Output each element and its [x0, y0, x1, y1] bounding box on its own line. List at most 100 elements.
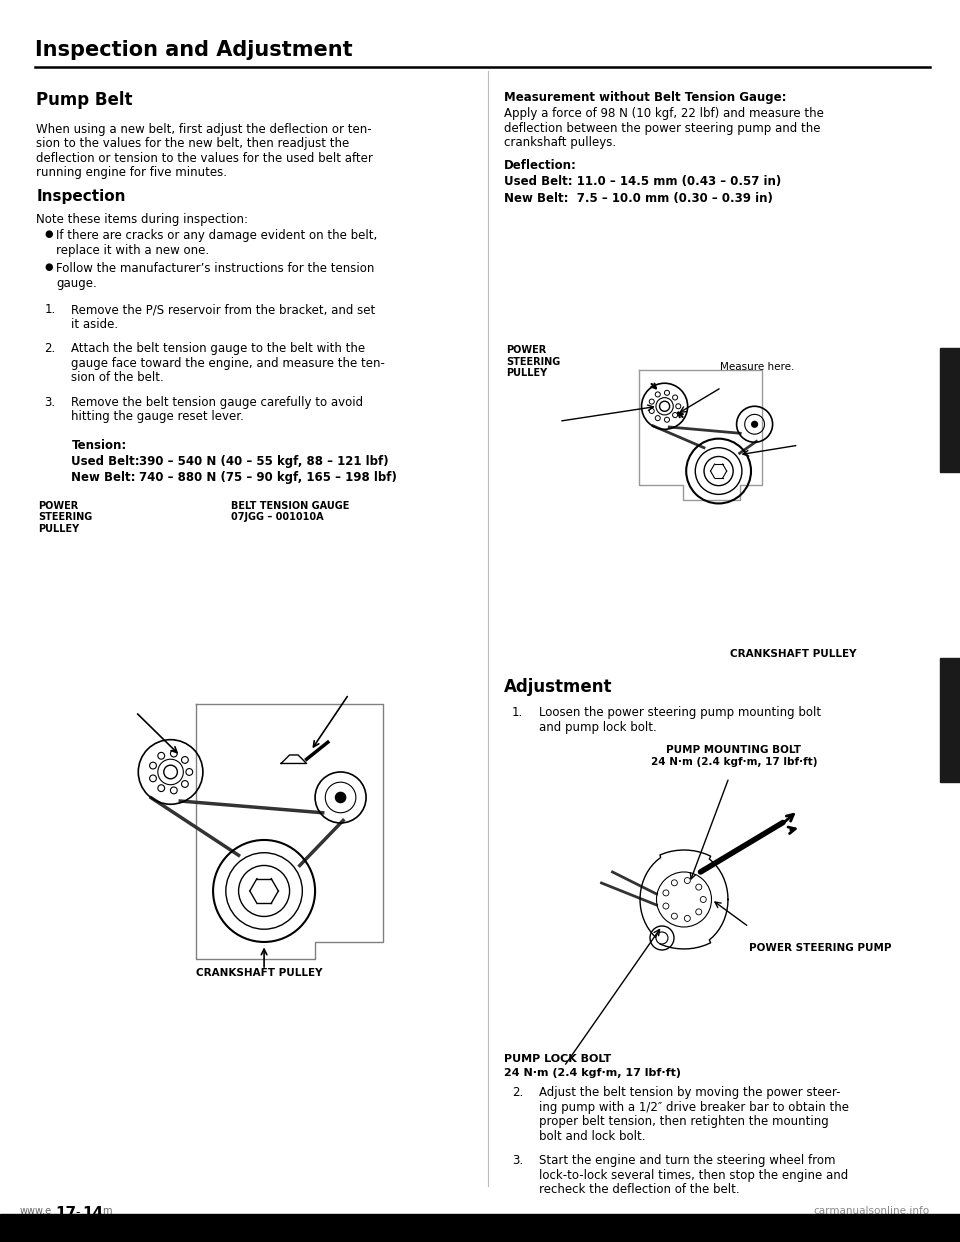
Circle shape: [671, 879, 678, 886]
Text: 2.: 2.: [44, 342, 56, 355]
Text: 17: 17: [55, 1206, 76, 1221]
Text: 390 – 540 N (40 – 55 kgf, 88 – 121 lbf): 390 – 540 N (40 – 55 kgf, 88 – 121 lbf): [139, 455, 389, 468]
Text: m: m: [102, 1206, 111, 1216]
Text: Adjustment: Adjustment: [504, 678, 612, 697]
Text: proper belt tension, then retighten the mounting: proper belt tension, then retighten the …: [539, 1115, 828, 1129]
Circle shape: [157, 785, 164, 791]
Text: running engine for five minutes.: running engine for five minutes.: [36, 166, 228, 179]
Text: Remove the belt tension gauge carefully to avoid: Remove the belt tension gauge carefully …: [71, 396, 364, 409]
Circle shape: [150, 775, 156, 781]
Circle shape: [649, 409, 655, 414]
Text: Attach the belt tension gauge to the belt with the: Attach the belt tension gauge to the bel…: [71, 342, 366, 355]
Circle shape: [673, 395, 678, 400]
Text: ●: ●: [44, 230, 53, 240]
Circle shape: [664, 390, 669, 395]
Text: 3.: 3.: [512, 1155, 523, 1167]
Text: 24 N·m (2.4 kgf·m, 17 lbf·ft): 24 N·m (2.4 kgf·m, 17 lbf·ft): [504, 1068, 681, 1078]
Text: recheck the deflection of the belt.: recheck the deflection of the belt.: [539, 1184, 739, 1196]
Text: 1.: 1.: [512, 707, 523, 719]
Text: CRANKSHAFT PULLEY: CRANKSHAFT PULLEY: [196, 968, 323, 977]
Text: Measurement without Belt Tension Gauge:: Measurement without Belt Tension Gauge:: [504, 91, 786, 103]
Text: POWER
STEERING
PULLEY: POWER STEERING PULLEY: [38, 501, 93, 534]
Text: 3.: 3.: [44, 396, 56, 409]
Circle shape: [684, 878, 690, 883]
Text: New Belt:  7.5 – 10.0 mm (0.30 – 0.39 in): New Belt: 7.5 – 10.0 mm (0.30 – 0.39 in): [504, 191, 773, 205]
Circle shape: [684, 915, 690, 922]
Circle shape: [171, 787, 178, 794]
Circle shape: [696, 909, 702, 915]
Text: PUMP LOCK BOLT: PUMP LOCK BOLT: [504, 1054, 612, 1064]
Text: lock-to-lock several times, then stop the engine and: lock-to-lock several times, then stop th…: [539, 1169, 849, 1182]
Text: carmanualsonline.info: carmanualsonline.info: [814, 1206, 930, 1216]
Text: Tension:: Tension:: [71, 438, 127, 452]
Text: it aside.: it aside.: [71, 318, 119, 330]
Circle shape: [181, 780, 188, 787]
Text: bolt and lock bolt.: bolt and lock bolt.: [539, 1130, 645, 1143]
Circle shape: [673, 412, 678, 417]
Text: crankshaft pulleys.: crankshaft pulleys.: [504, 137, 616, 149]
Text: hitting the gauge reset lever.: hitting the gauge reset lever.: [71, 410, 245, 424]
Text: Measure here.: Measure here.: [719, 363, 794, 373]
Circle shape: [181, 756, 188, 764]
Circle shape: [664, 417, 669, 422]
Circle shape: [656, 416, 660, 421]
Text: POWER STEERING PUMP: POWER STEERING PUMP: [749, 944, 892, 954]
Circle shape: [671, 913, 678, 919]
Text: New Belt:: New Belt:: [71, 471, 136, 483]
Circle shape: [157, 753, 164, 759]
Text: 740 – 880 N (75 – 90 kgf, 165 – 198 lbf): 740 – 880 N (75 – 90 kgf, 165 – 198 lbf): [139, 471, 397, 483]
Circle shape: [150, 763, 156, 769]
Circle shape: [660, 401, 670, 411]
Text: replace it with a new one.: replace it with a new one.: [57, 243, 209, 257]
Text: CRANKSHAFT PULLEY: CRANKSHAFT PULLEY: [731, 650, 857, 660]
Text: Deflection:: Deflection:: [504, 159, 577, 171]
Circle shape: [656, 392, 660, 397]
Text: When using a new belt, first adjust the deflection or ten-: When using a new belt, first adjust the …: [36, 123, 372, 135]
Bar: [0, 1213, 960, 1242]
Text: Follow the manufacturer’s instructions for the tension: Follow the manufacturer’s instructions f…: [57, 262, 374, 276]
Text: Used Belt: 11.0 – 14.5 mm (0.43 – 0.57 in): Used Belt: 11.0 – 14.5 mm (0.43 – 0.57 i…: [504, 175, 781, 189]
Text: deflection between the power steering pump and the: deflection between the power steering pu…: [504, 122, 821, 134]
Circle shape: [335, 792, 346, 802]
Circle shape: [663, 903, 669, 909]
Text: Inspection and Adjustment: Inspection and Adjustment: [35, 40, 352, 60]
Text: Remove the P/S reservoir from the bracket, and set: Remove the P/S reservoir from the bracke…: [71, 303, 375, 317]
Text: and pump lock bolt.: and pump lock bolt.: [539, 720, 657, 734]
Text: gauge.: gauge.: [57, 277, 97, 289]
Circle shape: [171, 750, 178, 756]
Circle shape: [656, 932, 668, 944]
Text: gauge face toward the engine, and measure the ten-: gauge face toward the engine, and measur…: [71, 356, 385, 370]
Circle shape: [164, 765, 178, 779]
Text: ing pump with a 1/2″ drive breaker bar to obtain the: ing pump with a 1/2″ drive breaker bar t…: [539, 1100, 849, 1114]
Text: -: -: [75, 1206, 80, 1218]
Circle shape: [676, 404, 681, 409]
Circle shape: [649, 399, 655, 404]
Text: Note these items during inspection:: Note these items during inspection:: [36, 212, 249, 226]
Text: Pump Belt: Pump Belt: [36, 91, 133, 108]
Text: 1.: 1.: [44, 303, 56, 317]
Bar: [940, 658, 960, 782]
Text: ●: ●: [44, 262, 53, 272]
Text: 2.: 2.: [512, 1087, 523, 1099]
Circle shape: [696, 884, 702, 891]
Text: deflection or tension to the values for the used belt after: deflection or tension to the values for …: [36, 152, 373, 165]
Circle shape: [663, 891, 669, 895]
Text: Adjust the belt tension by moving the power steer-: Adjust the belt tension by moving the po…: [539, 1087, 841, 1099]
Text: If there are cracks or any damage evident on the belt,: If there are cracks or any damage eviden…: [57, 230, 377, 242]
Text: Loosen the power steering pump mounting bolt: Loosen the power steering pump mounting …: [539, 707, 821, 719]
Text: Start the engine and turn the steering wheel from: Start the engine and turn the steering w…: [539, 1155, 835, 1167]
Text: sion to the values for the new belt, then readjust the: sion to the values for the new belt, the…: [36, 137, 349, 150]
Text: sion of the belt.: sion of the belt.: [71, 371, 164, 384]
Text: Used Belt:: Used Belt:: [71, 455, 140, 468]
Text: Inspection: Inspection: [36, 189, 126, 204]
Bar: [940, 348, 960, 472]
Text: Apply a force of 98 N (10 kgf, 22 lbf) and measure the: Apply a force of 98 N (10 kgf, 22 lbf) a…: [504, 107, 824, 120]
Text: 14: 14: [82, 1206, 103, 1221]
Circle shape: [186, 769, 193, 775]
Text: BELT TENSION GAUGE
07JGG – 001010A: BELT TENSION GAUGE 07JGG – 001010A: [231, 501, 349, 523]
Text: POWER
STEERING
PULLEY: POWER STEERING PULLEY: [506, 345, 561, 379]
Circle shape: [751, 421, 758, 427]
Text: www.e: www.e: [20, 1206, 52, 1216]
Circle shape: [700, 897, 707, 903]
Text: PUMP MOUNTING BOLT
24 N·m (2.4 kgf·m, 17 lbf·ft): PUMP MOUNTING BOLT 24 N·m (2.4 kgf·m, 17…: [651, 745, 817, 768]
